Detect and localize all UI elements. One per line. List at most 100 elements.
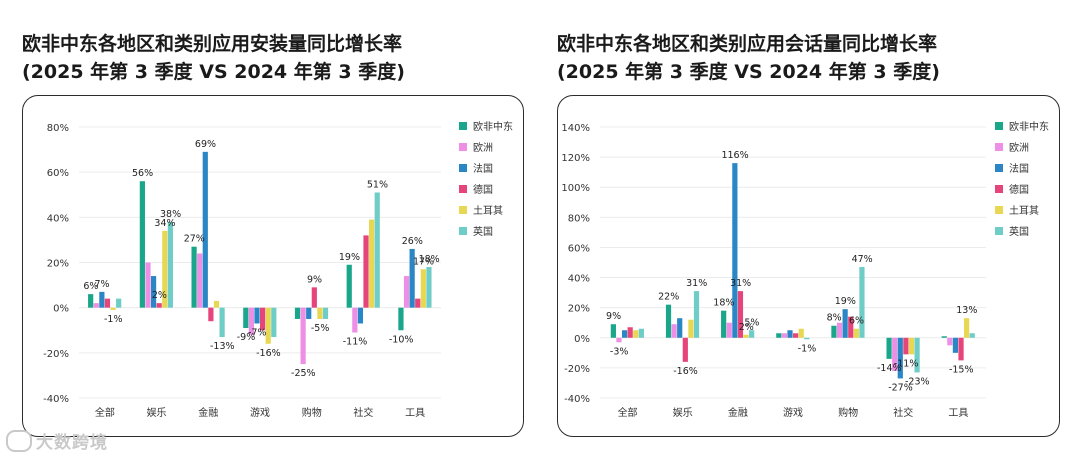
legend-label: 欧非中东 (473, 120, 513, 133)
bar-0-2 (99, 291, 105, 308)
watermark: 大数跨境 (6, 428, 108, 454)
bar-5-0 (346, 264, 352, 308)
data-label: -13% (210, 341, 235, 352)
bar-6-5 (426, 267, 432, 308)
data-label: -27% (888, 382, 913, 393)
data-label: 6% (83, 281, 98, 292)
x-tick-label: 游戏 (250, 406, 270, 419)
bar-2-4 (213, 300, 220, 308)
bar-5-4 (369, 219, 375, 308)
x-tick-label: 社交 (893, 406, 913, 419)
left-chart-title: 欧非中东各地区和类别应用安装量同比增长率 (2025 年第 3 季度 VS 20… (22, 30, 405, 86)
data-label: 7% (95, 279, 110, 290)
bar-3-0 (243, 307, 249, 328)
x-tick-label: 工具 (405, 407, 425, 419)
bar-2-0 (191, 246, 197, 308)
bar-6-2 (952, 337, 959, 353)
data-label: 19% (339, 252, 360, 263)
left-title-line2: (2025 年第 3 季度 VS 2024 年第 3 季度) (22, 61, 405, 83)
bar-5-3 (363, 235, 369, 308)
bar-0-4 (633, 330, 639, 338)
bar-5-3 (903, 337, 909, 355)
bar-4-2 (842, 309, 848, 338)
data-label: 47% (852, 254, 873, 265)
bar-1-1 (671, 324, 677, 338)
bar-1-0 (665, 304, 672, 338)
bar-4-4 (853, 328, 859, 338)
data-label: 69% (195, 139, 216, 150)
legend-label: 欧非中东 (1009, 120, 1049, 133)
bar-0-1 (616, 337, 622, 343)
data-label: 5% (744, 317, 759, 328)
x-tick-label: 社交 (353, 406, 373, 419)
bar-5-0 (886, 337, 892, 359)
legend-swatch (459, 227, 467, 235)
bar-6-3 (415, 298, 421, 308)
data-label: 31% (730, 278, 751, 289)
bar-6-1 (947, 337, 953, 346)
data-label: 13% (956, 305, 977, 316)
bar-3-2 (254, 307, 260, 324)
data-label: 17% (413, 256, 434, 267)
legend-label: 法国 (1009, 162, 1029, 175)
legend-label: 欧洲 (1009, 142, 1029, 154)
bar-5-2 (357, 307, 364, 324)
data-label: -11% (343, 337, 368, 348)
bar-2-0 (721, 310, 727, 338)
legend-label: 欧洲 (473, 142, 493, 154)
x-tick-label: 娱乐 (147, 406, 167, 419)
right-chart-title: 欧非中东各地区和类别应用会话量同比增长率 (2025 年第 3 季度 VS 20… (557, 30, 940, 86)
bar-0-1 (93, 303, 99, 308)
data-label: -23% (905, 376, 930, 387)
legend-label: 土耳其 (1009, 204, 1039, 217)
legend-swatch (459, 164, 467, 172)
x-tick-label: 全部 (95, 406, 115, 419)
bar-1-2 (677, 318, 683, 338)
watermark-logo-icon (6, 430, 32, 452)
legend-label: 英国 (1009, 225, 1029, 238)
data-label: 56% (132, 168, 153, 179)
session-growth-chart: -40% -20% 0% 20% 40% 60% 80% 100% 120% 140% 全部 娱乐 金融… (561, 120, 1049, 419)
data-label: 26% (402, 236, 423, 247)
legend-label: 法国 (473, 162, 493, 175)
bar-5-2 (897, 337, 903, 379)
y-tick-label: 60% (568, 243, 590, 254)
data-label: 19% (835, 296, 856, 307)
left-title-line1: 欧非中东各地区和类别应用安装量同比增长率 (22, 33, 403, 55)
legend-swatch (995, 227, 1003, 235)
bar-2-2 (732, 163, 738, 338)
y-tick-label: -20% (43, 349, 69, 360)
data-label: 9% (307, 274, 322, 285)
bar-0-4 (110, 307, 116, 310)
bar-0-3 (627, 327, 633, 338)
x-tick-label: 娱乐 (673, 406, 693, 419)
bar-1-2 (150, 276, 157, 308)
x-tick-label: 金融 (728, 406, 748, 419)
install-growth-chart-panel: -40% -20% 0% 20% 40% 60% 80% 全部 娱乐 金融 游戏 购物 社交 工具 6% 7%… (22, 95, 524, 437)
x-tick-label: 金融 (198, 406, 218, 419)
data-label: 2% (739, 322, 754, 333)
legend-swatch (995, 206, 1003, 214)
bar-5-4 (908, 337, 915, 355)
y-tick-label: 140% (561, 123, 590, 134)
bar-2-1 (726, 322, 732, 338)
y-tick-label: -20% (564, 364, 590, 375)
bar-4-2 (306, 307, 312, 319)
x-tick-label: 工具 (948, 407, 968, 419)
data-label: 38% (160, 209, 181, 220)
data-label: 18% (713, 298, 734, 309)
bar-6-3 (958, 337, 964, 361)
legend-label: 英国 (473, 225, 493, 238)
bar-4-1 (300, 307, 306, 365)
y-tick-label: 40% (568, 274, 590, 285)
bar-4-0 (831, 325, 837, 338)
y-tick-label: 100% (561, 183, 590, 194)
legend-swatch (995, 185, 1003, 193)
data-label: -16% (673, 366, 698, 377)
y-tick-label: 20% (47, 259, 69, 270)
session-growth-chart-panel: -40% -20% 0% 20% 40% 60% 80% 100% 120% 140% 全部 娱乐 金融… (557, 95, 1060, 437)
x-tick-label: 购物 (838, 406, 858, 419)
bar-0-0 (610, 324, 616, 338)
bar-4-5 (859, 267, 865, 338)
bar-4-0 (294, 307, 301, 319)
